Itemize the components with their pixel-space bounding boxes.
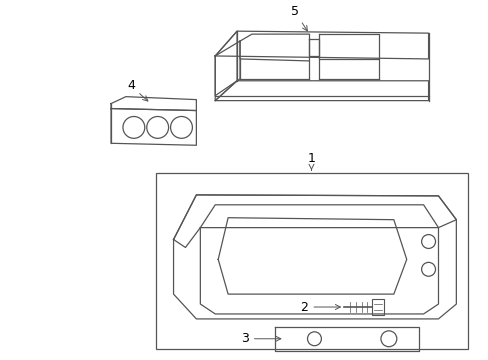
Text: 5: 5 <box>290 5 307 31</box>
Bar <box>371 299 383 315</box>
Text: 3: 3 <box>241 332 280 345</box>
Text: 1: 1 <box>307 152 315 170</box>
Text: 2: 2 <box>300 301 340 314</box>
Text: 4: 4 <box>127 79 147 101</box>
Bar <box>155 173 468 349</box>
